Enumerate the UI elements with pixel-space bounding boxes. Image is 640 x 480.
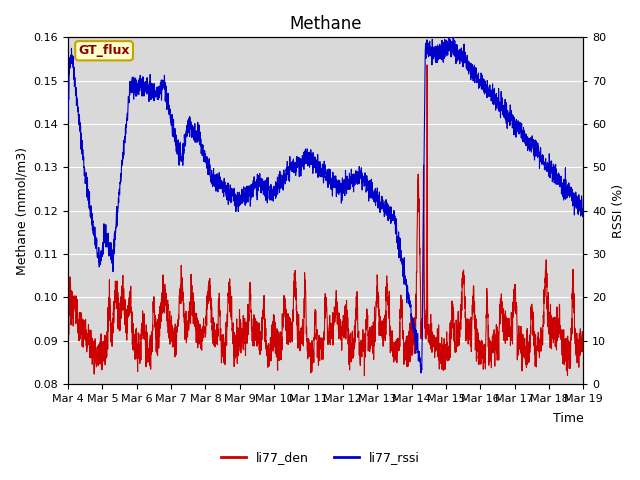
Legend: li77_den, li77_rssi: li77_den, li77_rssi	[216, 446, 424, 469]
Title: Methane: Methane	[289, 15, 362, 33]
Y-axis label: Methane (mmol/m3): Methane (mmol/m3)	[15, 147, 28, 275]
Text: GT_flux: GT_flux	[78, 44, 130, 57]
Y-axis label: RSSI (%): RSSI (%)	[612, 184, 625, 238]
Text: Time: Time	[552, 412, 583, 425]
